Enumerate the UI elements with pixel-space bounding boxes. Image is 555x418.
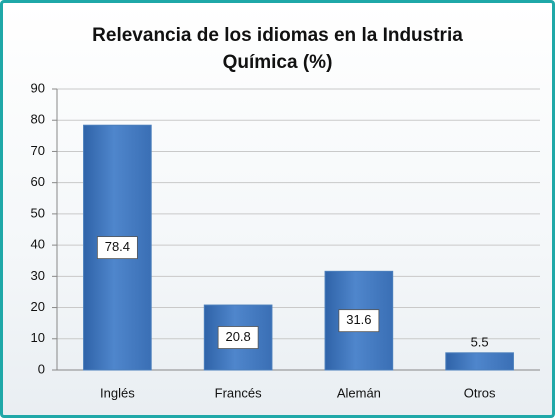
y-tick-label: 90 (31, 80, 45, 95)
value-label: 5.5 (471, 334, 489, 349)
y-tick-label: 60 (31, 174, 45, 189)
x-tick-label: Otros (464, 385, 496, 400)
chart-title: Relevancia de los idiomas en la Industri… (92, 25, 463, 73)
value-label: 20.8 (225, 329, 250, 344)
value-label-box (217, 326, 259, 349)
y-tick-label: 20 (31, 299, 45, 314)
value-label-box (96, 236, 138, 260)
bar (203, 304, 273, 371)
y-tick-label: 70 (31, 143, 45, 158)
x-tick-label: Alemán (337, 385, 381, 400)
value-label: 78.4 (105, 239, 130, 254)
bar (445, 352, 514, 371)
value-label-box (338, 309, 380, 333)
y-tick-label: 30 (31, 268, 45, 283)
y-tick-label: 0 (38, 361, 45, 376)
y-tick-label: 80 (31, 112, 45, 127)
y-tick-label: 40 (31, 237, 45, 252)
value-label: 31.6 (346, 312, 371, 327)
x-tick-label: Francés (215, 385, 262, 400)
y-tick-label: 10 (31, 330, 45, 345)
y-tick-label: 50 (31, 205, 45, 220)
x-tick-label: Inglés (100, 385, 135, 400)
